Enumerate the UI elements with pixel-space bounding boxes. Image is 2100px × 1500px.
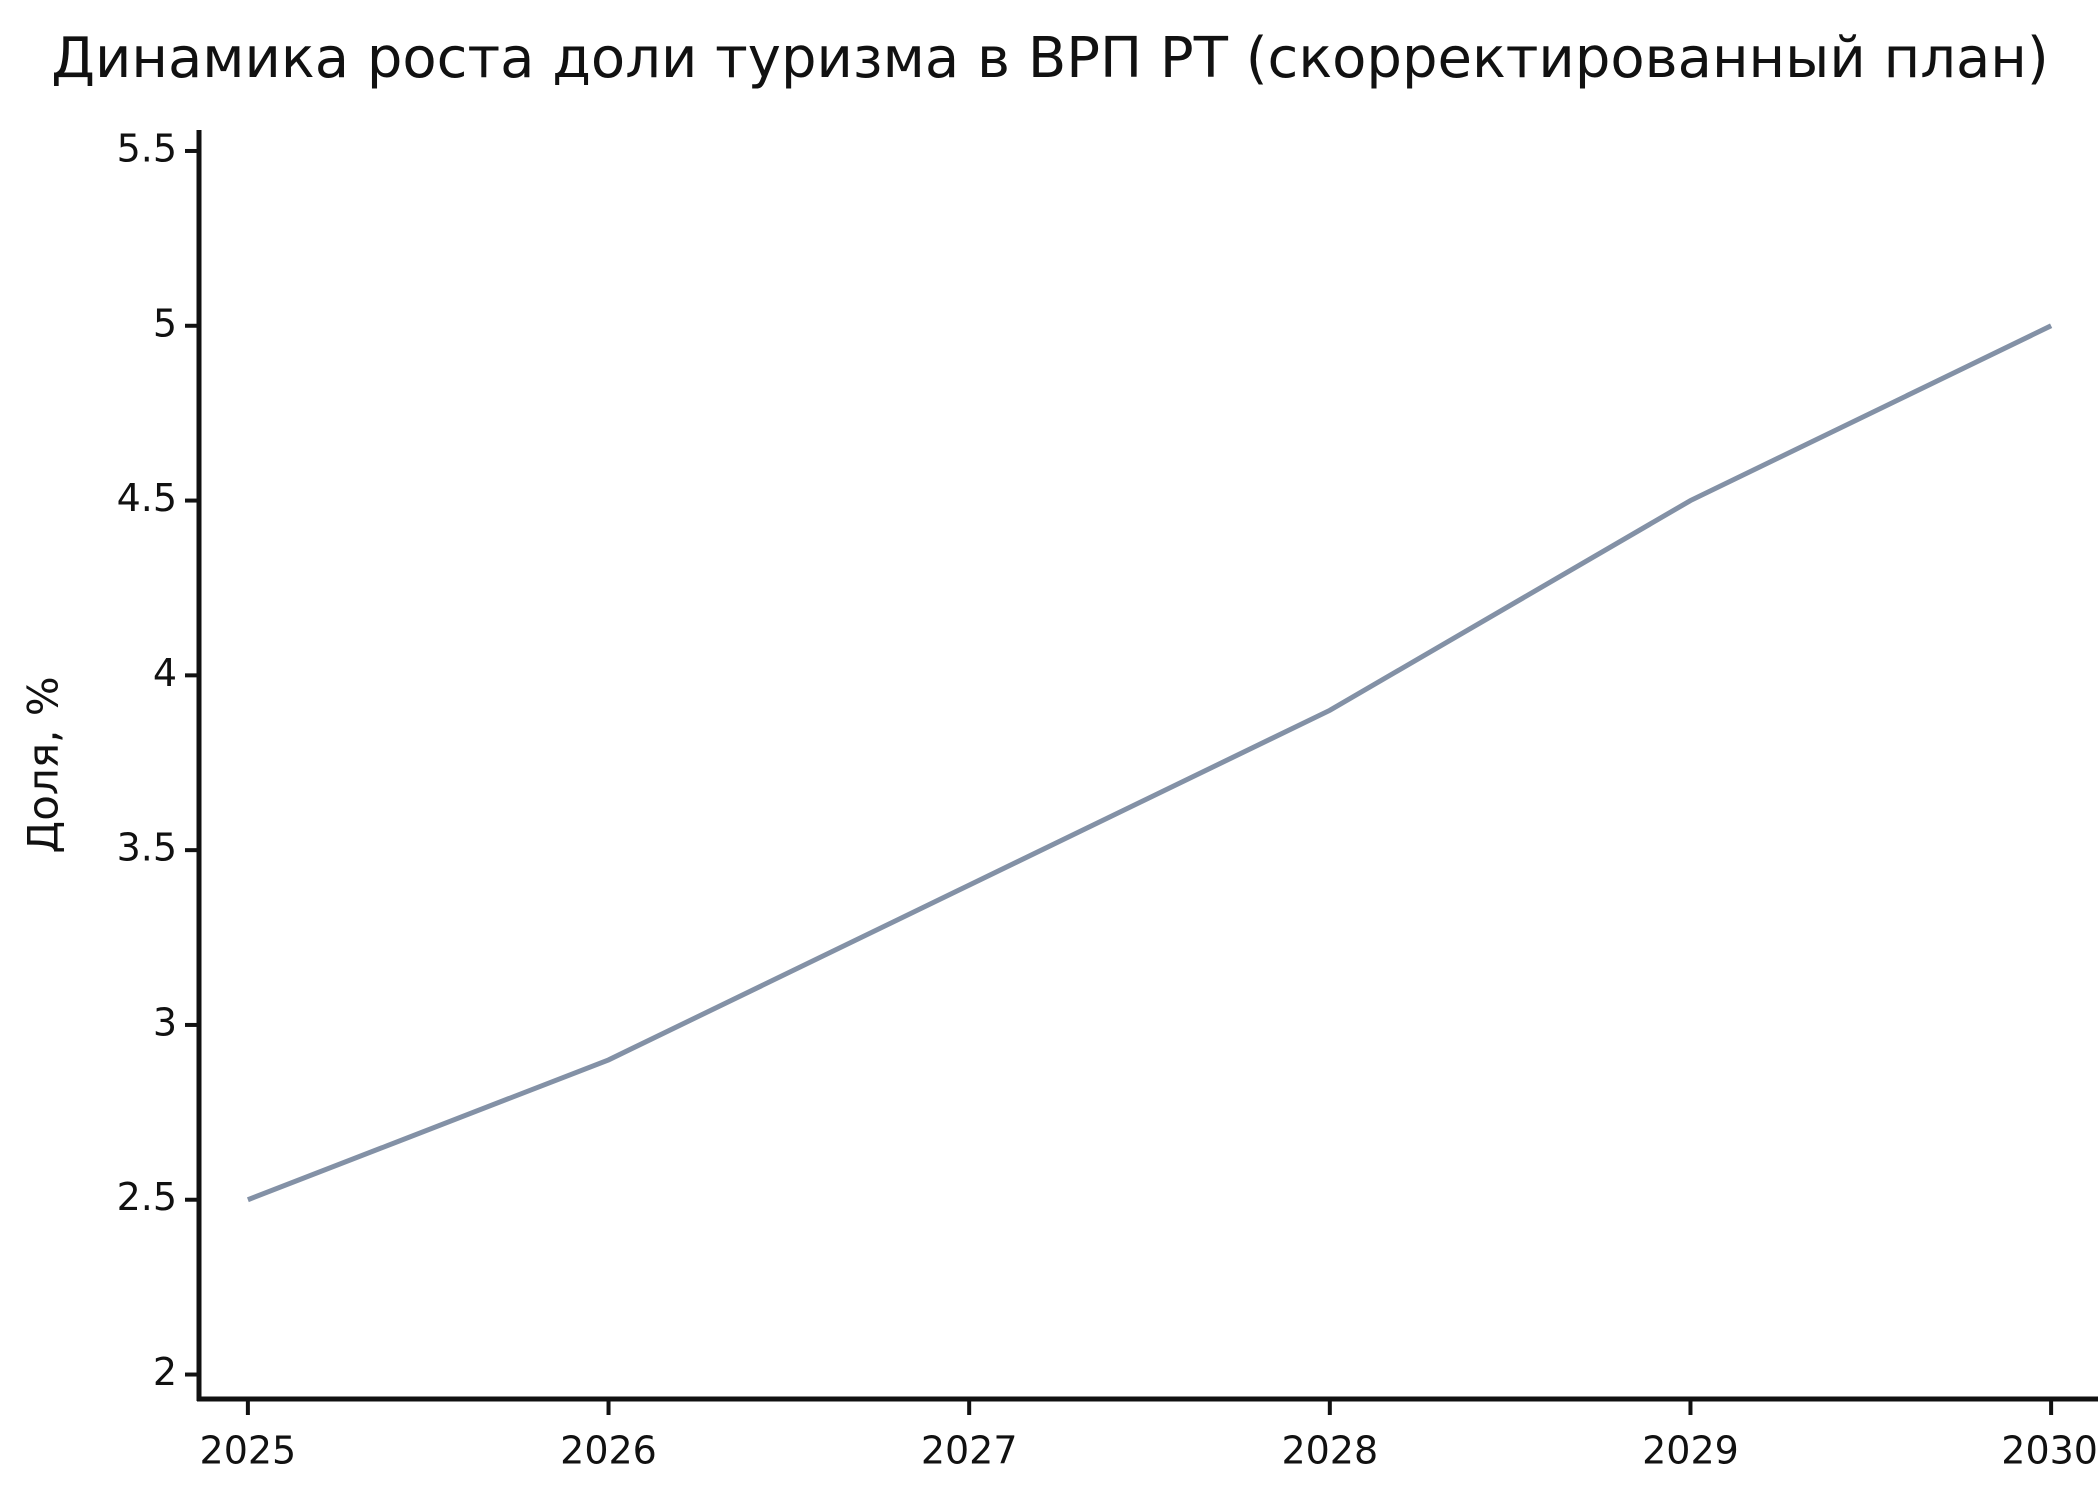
data-line xyxy=(246,323,2053,1203)
x-tick-label: 2029 xyxy=(1642,1429,1739,1473)
x-tick-label: 2025 xyxy=(200,1429,297,1473)
x-tick-label: 2030 xyxy=(2001,1429,2098,1473)
y-tick-label: 3 xyxy=(153,1000,177,1044)
x-tick-label: 2028 xyxy=(1281,1429,1378,1473)
x-tick-label: 2026 xyxy=(560,1429,657,1473)
y-tick-label: 5 xyxy=(153,301,177,345)
y-tick-label: 4 xyxy=(153,651,177,695)
y-axis-label: Доля, % xyxy=(19,676,68,853)
y-tick-label: 4.5 xyxy=(117,476,177,520)
chart-title: Динамика роста доли туризма в ВРП РТ (ск… xyxy=(51,26,2049,91)
y-tick-label: 2 xyxy=(153,1350,177,1394)
y-tick-label: 5.5 xyxy=(117,126,177,170)
x-tick-label: 2027 xyxy=(921,1429,1018,1473)
y-tick-label: 2.5 xyxy=(117,1175,177,1219)
y-tick-label: 3.5 xyxy=(117,826,177,870)
